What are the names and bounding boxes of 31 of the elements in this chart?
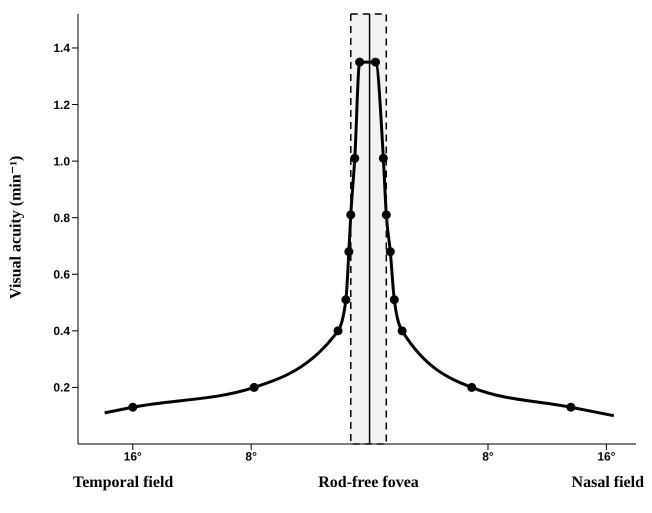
y-tick-label: 1.4 <box>53 41 70 56</box>
x-tick-label: 8° <box>245 450 258 464</box>
point <box>370 58 380 67</box>
point <box>467 382 476 392</box>
y-axis-title: Visual acuity (min⁻¹) <box>8 156 25 299</box>
point <box>128 402 138 412</box>
x-tick-label: 16° <box>124 450 142 464</box>
point <box>390 295 399 304</box>
x-tick-label: 16° <box>597 450 616 464</box>
text: Nasal field <box>572 474 644 492</box>
point <box>382 210 391 220</box>
point <box>344 247 354 256</box>
y-tick-label: 0.4 <box>53 324 70 338</box>
y-tick-label: 1.0 <box>53 154 70 168</box>
point <box>398 326 407 336</box>
point <box>386 247 395 256</box>
point <box>250 382 259 392</box>
point <box>566 402 576 412</box>
band-label: Rod-free fovea <box>317 474 420 492</box>
y-tick-label: 1.2 <box>53 98 70 112</box>
y-tick-label: 0.2 <box>53 380 70 395</box>
point <box>378 154 388 163</box>
point <box>346 210 356 220</box>
point <box>341 295 350 304</box>
point <box>350 154 360 163</box>
y-tick-label: 0.6 <box>53 268 70 282</box>
point <box>355 58 364 67</box>
text: Temporal field <box>73 474 174 492</box>
y-tick-label: 0.8 <box>53 210 70 225</box>
x-tick-label: 8° <box>482 450 494 464</box>
point <box>334 326 343 336</box>
